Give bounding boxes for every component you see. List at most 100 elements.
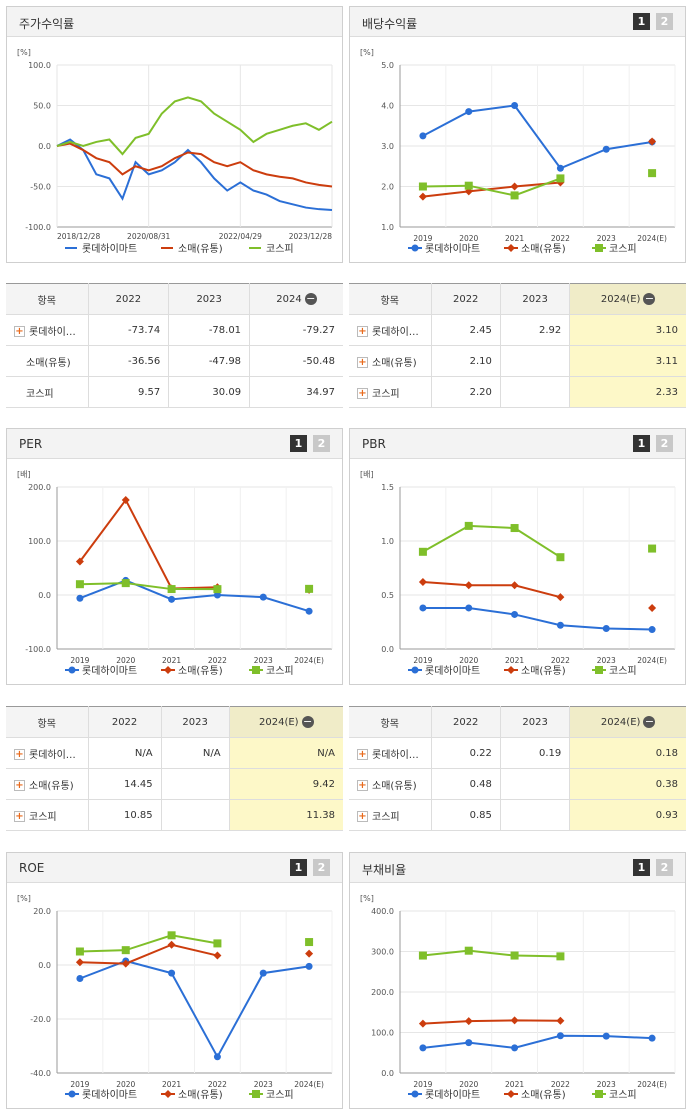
y-tick-label: 0.5 bbox=[381, 591, 394, 600]
x-tick-label: 2020/08/31 bbox=[127, 232, 170, 241]
table-cell: -47.98 bbox=[168, 345, 251, 377]
y-tick-label: 300.0 bbox=[371, 948, 394, 957]
x-tick-label: 2018/12/28 bbox=[57, 232, 100, 241]
data-point bbox=[465, 604, 473, 612]
y-tick-label: 1.0 bbox=[381, 223, 394, 232]
expand-icon[interactable]: + bbox=[357, 326, 368, 337]
y-tick-label: 3.0 bbox=[381, 142, 394, 151]
data-point bbox=[213, 585, 222, 594]
tab-2[interactable]: 2 bbox=[656, 13, 673, 30]
table-cell: -36.56 bbox=[88, 345, 170, 377]
y-tick-label: 0.0 bbox=[38, 961, 51, 970]
expand-icon[interactable]: + bbox=[357, 749, 368, 760]
table-cell: -50.48 bbox=[249, 345, 343, 377]
series-line bbox=[422, 524, 561, 559]
y-tick-label: 1.5 bbox=[381, 483, 394, 492]
table-cell: 9.42 bbox=[229, 768, 343, 800]
data-point bbox=[164, 666, 172, 674]
expand-icon[interactable]: + bbox=[357, 357, 368, 368]
tab-2[interactable]: 2 bbox=[656, 435, 673, 452]
table-cell: 0.93 bbox=[569, 799, 686, 831]
x-tick-label: 2022 bbox=[208, 1080, 227, 1089]
col-header-label: 2024(E) bbox=[259, 717, 299, 728]
legend-label: 코스피 bbox=[609, 243, 637, 255]
legend-label: 롯데하이마트 bbox=[425, 1088, 480, 1101]
data-point bbox=[511, 1044, 519, 1052]
per-chart: [배] 200.0 100.0 0.0 -100.0 2019 2020 2021 2022 20… bbox=[17, 470, 333, 677]
dividend-chart: [%] 5.0 4.0 3.0 2.0 1.0 2019 2020 2021 2022 2023 20… bbox=[360, 48, 676, 255]
data-point bbox=[648, 1034, 656, 1042]
row-label-text: 코스피 bbox=[372, 388, 400, 400]
tab-2[interactable]: 2 bbox=[313, 435, 330, 452]
tab-1[interactable]: 1 bbox=[633, 435, 650, 452]
collapse-icon[interactable]: − bbox=[304, 292, 317, 305]
tab-2[interactable]: 2 bbox=[313, 859, 330, 876]
y-tick-label: 1.0 bbox=[381, 537, 394, 546]
panel-title: ROE bbox=[19, 861, 45, 875]
x-tick-label: 2019 bbox=[413, 656, 432, 665]
data-point bbox=[168, 969, 176, 977]
tab-1[interactable]: 1 bbox=[633, 13, 650, 30]
table-cell: 10.85 bbox=[88, 799, 162, 831]
series-line bbox=[79, 582, 218, 591]
data-point bbox=[305, 584, 314, 593]
tab-1[interactable]: 1 bbox=[633, 859, 650, 876]
collapse-icon[interactable]: − bbox=[643, 715, 656, 728]
tab-1[interactable]: 1 bbox=[290, 859, 307, 876]
table-cell: 3.11 bbox=[569, 345, 686, 377]
data-point bbox=[602, 1032, 610, 1040]
col-header-label: 2024(E) bbox=[600, 717, 641, 728]
tab-2[interactable]: 2 bbox=[656, 859, 673, 876]
y-tick-label: 400.0 bbox=[371, 907, 394, 916]
x-tick-label: 2020 bbox=[116, 656, 135, 665]
pbr-table: 항목 2022 2023 2024(E) − + 롯데하이… 0.22 0.19 0… bbox=[349, 706, 686, 831]
series-line bbox=[422, 1034, 653, 1049]
table-cell: 0.19 bbox=[500, 737, 571, 769]
data-point bbox=[419, 604, 427, 612]
panel-title: 부채비율 bbox=[362, 863, 407, 877]
table-cell: N/A bbox=[161, 737, 230, 769]
data-point bbox=[76, 975, 84, 982]
data-point bbox=[259, 593, 267, 601]
panel-dividend: 배당수익률 1 2 [%] 5.0 4.0 3.0 2.0 1.0 2019 2020 2021… bbox=[349, 6, 686, 263]
expand-icon[interactable]: + bbox=[357, 780, 368, 791]
legend-label: 코스피 bbox=[266, 243, 294, 255]
table-cell: 0.18 bbox=[569, 737, 686, 769]
y-tick-label: 0.0 bbox=[381, 1069, 394, 1078]
data-point bbox=[411, 666, 419, 674]
series-line bbox=[422, 1019, 561, 1025]
tab-1[interactable]: 1 bbox=[290, 435, 307, 452]
table-cell: 30.09 bbox=[168, 376, 251, 408]
table-row: 소매(유통) -36.56 -47.98 -50.48 bbox=[6, 345, 343, 377]
data-point bbox=[252, 1090, 260, 1098]
data-point bbox=[252, 666, 260, 674]
col-header: 2024(E) − bbox=[229, 706, 343, 738]
collapse-icon[interactable]: − bbox=[643, 292, 656, 305]
expand-icon[interactable]: + bbox=[14, 326, 25, 337]
row-label-text: 소매(유통) bbox=[372, 780, 417, 792]
data-point bbox=[68, 666, 76, 674]
col-header: 2022 bbox=[431, 283, 501, 315]
data-point bbox=[418, 1019, 427, 1028]
table-cell: 2.10 bbox=[431, 345, 501, 377]
data-point bbox=[305, 949, 314, 958]
expand-icon[interactable]: + bbox=[14, 780, 25, 791]
collapse-icon[interactable]: − bbox=[301, 715, 314, 728]
col-header: 항목 bbox=[349, 706, 432, 738]
expand-icon[interactable]: + bbox=[357, 811, 368, 822]
legend-label: 소매(유통) bbox=[521, 665, 566, 677]
expand-icon[interactable]: + bbox=[357, 388, 368, 399]
y-tick-label: 50.0 bbox=[33, 102, 51, 111]
legend-label: 롯데하이마트 bbox=[82, 1088, 137, 1101]
data-point bbox=[464, 1017, 473, 1026]
unit-label: [%] bbox=[360, 48, 374, 57]
data-point bbox=[68, 1090, 76, 1098]
expand-icon[interactable]: + bbox=[14, 749, 25, 760]
row-label: + 롯데하이… bbox=[349, 737, 432, 769]
unit-label: [%] bbox=[17, 48, 31, 57]
expand-icon[interactable]: + bbox=[14, 811, 25, 822]
x-tick-label: 2019 bbox=[413, 1080, 432, 1089]
table-cell: 34.97 bbox=[249, 376, 343, 408]
x-tick-label: 2023 bbox=[254, 656, 273, 665]
y-tick-label: -100.0 bbox=[25, 223, 51, 232]
